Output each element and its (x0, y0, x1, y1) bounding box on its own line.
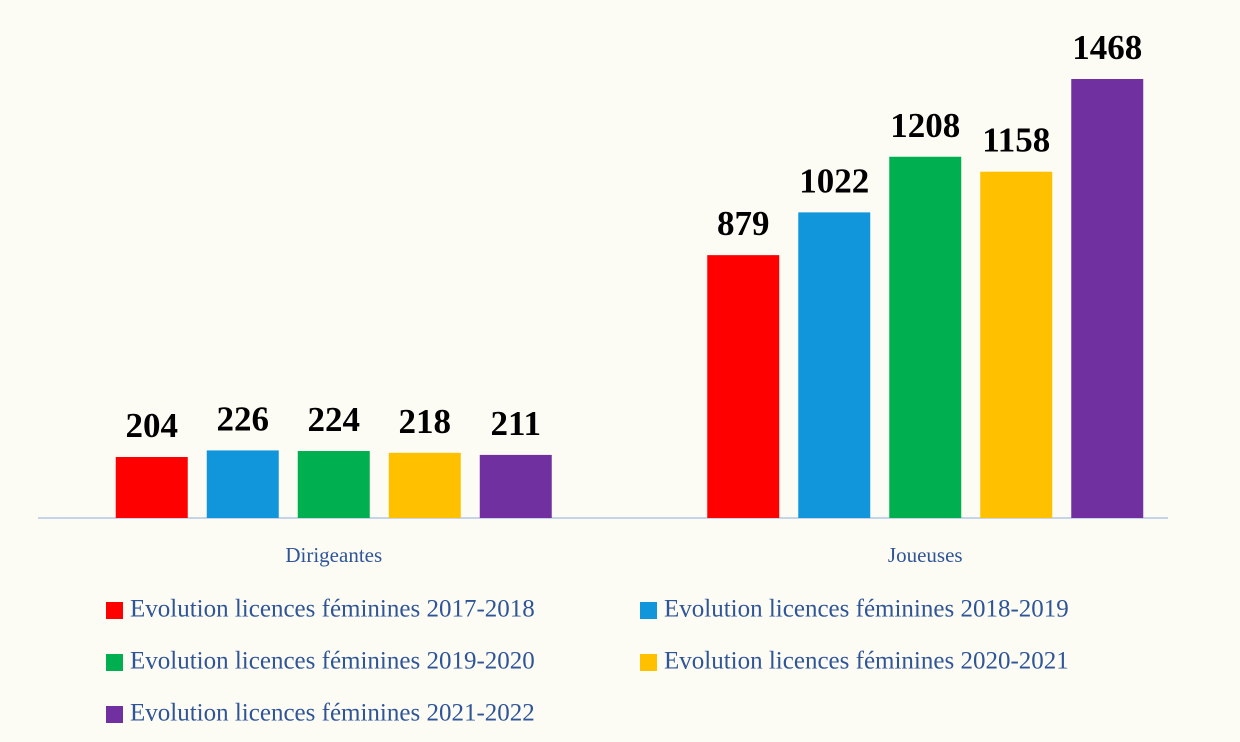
bar (798, 212, 871, 518)
bar (388, 452, 461, 518)
legend-swatch (106, 654, 123, 671)
data-label: 1022 (799, 161, 869, 200)
bar (479, 454, 552, 518)
bar (980, 171, 1053, 519)
data-label: 224 (308, 400, 361, 439)
data-label: 211 (490, 404, 541, 443)
data-label: 1468 (1072, 28, 1142, 67)
bar (297, 451, 370, 518)
data-label: 1208 (890, 106, 960, 145)
legend-label: Evolution licences féminines 2019-2020 (130, 648, 535, 675)
bar (707, 255, 780, 518)
legend-label: Evolution licences féminines 2021-2022 (130, 700, 535, 727)
data-label: 204 (126, 406, 179, 445)
legend-label: Evolution licences féminines 2020-2021 (664, 648, 1069, 675)
bar (115, 456, 188, 518)
legend-swatch (106, 706, 123, 723)
legend-swatch (640, 602, 657, 619)
x-tick-label: Dirigeantes (285, 543, 382, 567)
bar (206, 450, 279, 518)
bar (1071, 79, 1144, 518)
data-label: 218 (399, 402, 452, 441)
data-label: 1158 (982, 121, 1050, 160)
legend-label: Evolution licences féminines 2018-2019 (664, 596, 1069, 623)
legend-swatch (106, 602, 123, 619)
data-label: 879 (717, 204, 770, 243)
x-tick-label: Joueuses (888, 543, 963, 567)
data-label: 226 (217, 399, 270, 438)
bar (889, 156, 962, 518)
legend-label: Evolution licences féminines 2017-2018 (130, 596, 535, 623)
legend-swatch (640, 654, 657, 671)
